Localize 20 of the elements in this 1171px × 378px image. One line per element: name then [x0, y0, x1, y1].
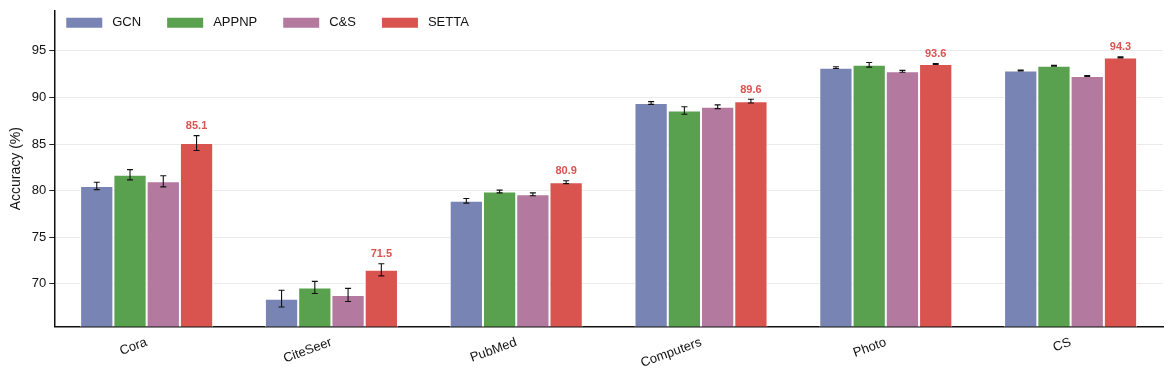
- x-tick-label: Cora: [117, 333, 150, 358]
- data-label: 85.1: [185, 119, 208, 132]
- y-tick-label: 75: [31, 228, 47, 244]
- legend-label: APPNP: [213, 14, 258, 30]
- data-label: 71.5: [370, 247, 393, 260]
- data-label: 80.9: [555, 164, 577, 177]
- y-tick-label: 80: [31, 182, 47, 198]
- y-tick-label: 90: [31, 89, 47, 105]
- y-tick-label: 70: [31, 275, 47, 291]
- legend-label: C&S: [329, 14, 357, 30]
- data-label: 89.6: [740, 82, 762, 95]
- x-tick-label: CS: [1050, 333, 1074, 355]
- y-axis-title: Accuracy (%): [7, 127, 24, 211]
- y-tick-label: 85: [31, 135, 47, 151]
- legend-label: SETTA: [427, 14, 470, 30]
- legend-label: GCN: [112, 14, 142, 30]
- y-tick-label: 95: [31, 42, 47, 58]
- data-label: 94.3: [1109, 40, 1132, 53]
- data-label: 93.6: [925, 46, 947, 59]
- x-tick-label: Photo: [851, 334, 889, 360]
